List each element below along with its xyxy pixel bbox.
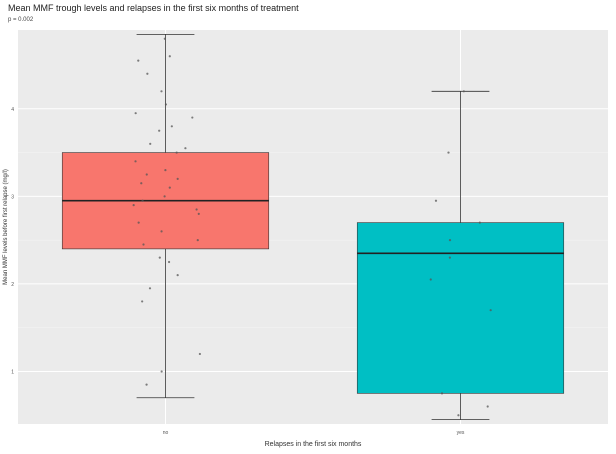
data-point: [145, 383, 148, 386]
chart-title: Mean MMF trough levels and relapses in t…: [8, 3, 299, 13]
data-point: [141, 199, 144, 202]
data-point: [170, 125, 173, 128]
data-point: [134, 112, 137, 115]
x-axis-label: Relapses in the first six months: [265, 441, 362, 448]
data-point: [176, 274, 179, 277]
data-point: [196, 239, 199, 242]
x-tick-label: yes: [457, 430, 465, 436]
data-point: [198, 352, 201, 356]
data-point: [167, 260, 171, 264]
data-point: [145, 173, 148, 176]
data-point: [486, 405, 489, 408]
data-point: [448, 239, 452, 242]
data-point: [434, 199, 438, 202]
data-point: [163, 37, 166, 40]
data-point: [148, 287, 152, 290]
data-point: [489, 309, 492, 312]
data-point: [141, 300, 144, 303]
data-point: [176, 177, 179, 180]
data-point: [440, 392, 444, 395]
data-point: [168, 55, 171, 58]
data-point: [134, 160, 137, 163]
boxes: [61, 33, 565, 421]
axes: 1 2 3 4 no yes: [11, 107, 465, 436]
data-point: [164, 103, 168, 106]
data-point: [191, 116, 194, 119]
data-point: [158, 129, 161, 132]
y-axis-label: Mean MMF levels before first relapse (mg…: [3, 169, 9, 285]
data-point: [462, 90, 465, 93]
data-point: [429, 278, 432, 281]
data-point: [447, 151, 450, 154]
data-point: [132, 204, 135, 207]
data-point: [163, 195, 166, 198]
chart-subtitle: p = 0.002: [8, 17, 34, 23]
data-point: [149, 142, 152, 145]
data-point: [146, 72, 149, 75]
y-tick-label: 2: [11, 282, 14, 288]
data-point: [448, 256, 451, 259]
x-tick-label: no: [163, 430, 169, 436]
box-yes: [356, 222, 565, 394]
data-point: [137, 221, 140, 224]
jitter-points: [132, 37, 492, 417]
data-point: [478, 221, 481, 224]
y-tick-label: 1: [11, 369, 14, 375]
data-point: [158, 256, 161, 259]
data-point: [457, 414, 460, 417]
data-point: [197, 212, 200, 215]
data-point: [164, 168, 167, 172]
data-point: [142, 243, 145, 246]
y-tick-label: 4: [11, 107, 14, 113]
data-point: [175, 151, 178, 154]
data-point: [195, 208, 198, 211]
data-point: [160, 90, 163, 93]
y-tick-label: 3: [11, 194, 14, 200]
data-point: [140, 182, 143, 185]
data-point: [184, 147, 187, 150]
data-point: [160, 230, 163, 233]
data-point: [168, 186, 171, 189]
data-point: [160, 370, 163, 373]
data-point: [137, 59, 140, 62]
